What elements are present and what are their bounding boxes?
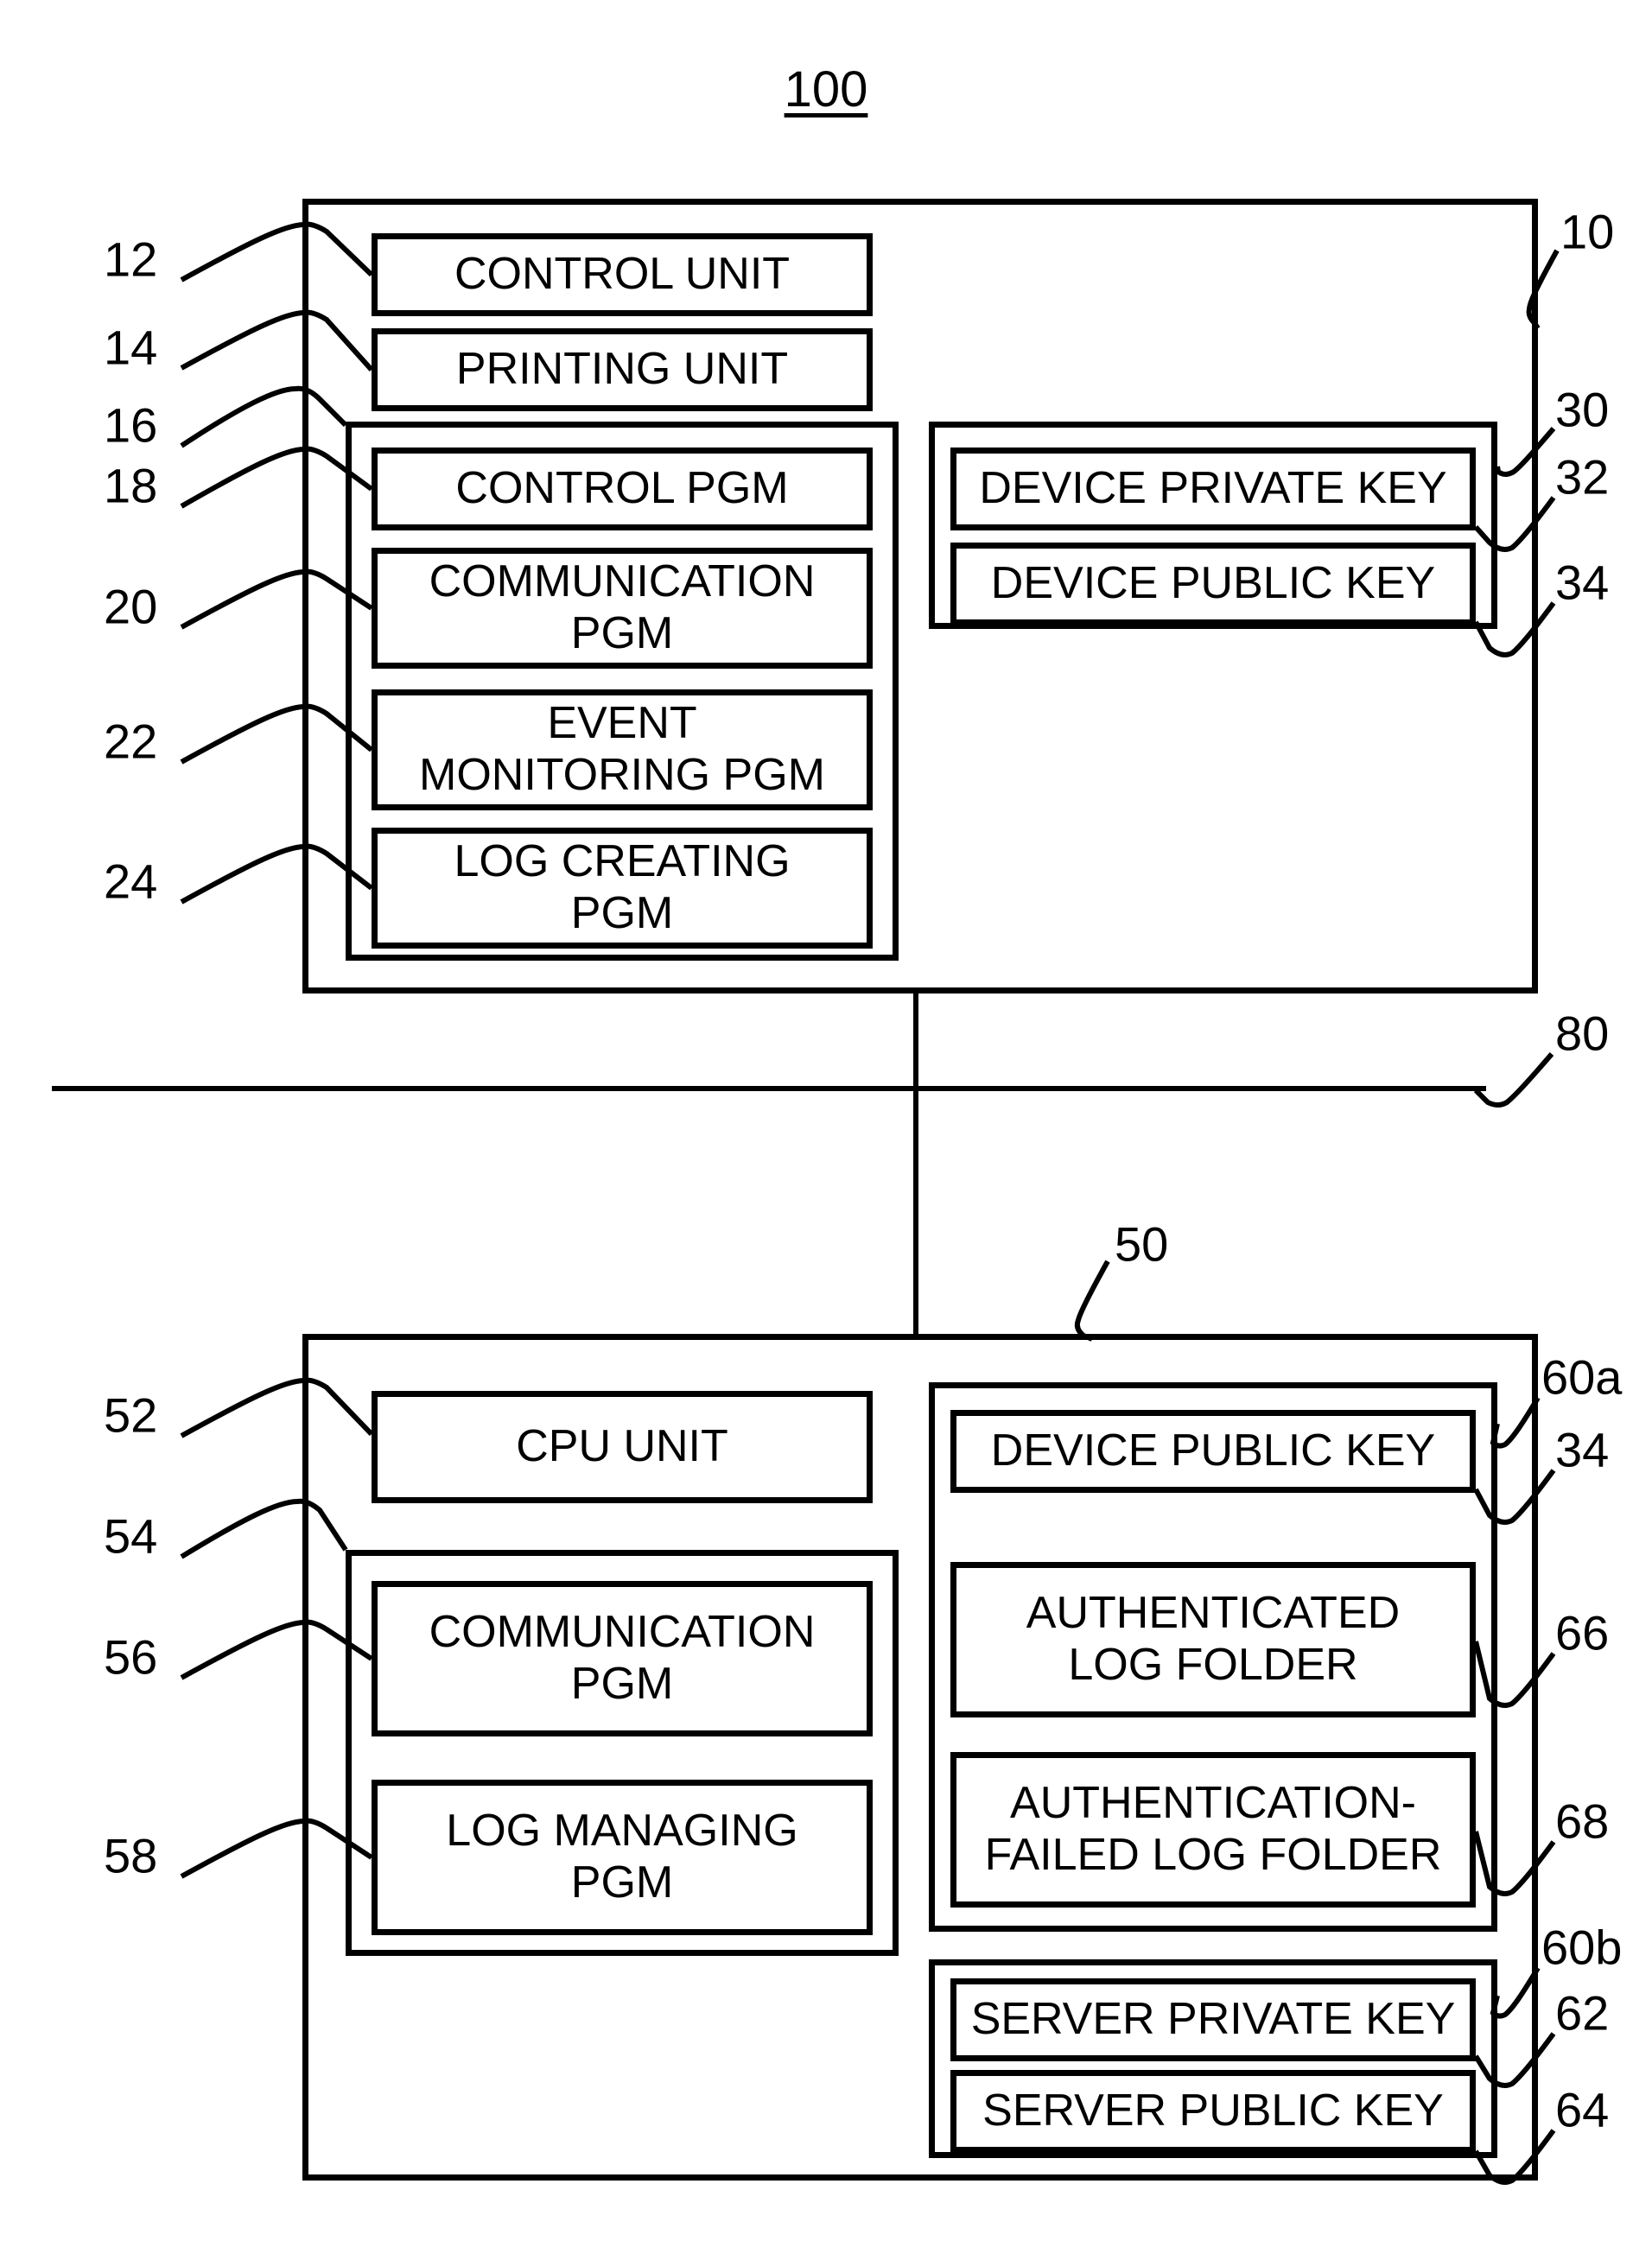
svg-text:14: 14 (104, 321, 157, 375)
box-authenticated-log-folder: AUTHENTICATEDLOG FOLDER (950, 1562, 1476, 1717)
box-control-unit: CONTROL UNIT (372, 233, 873, 316)
box-label: DEVICE PUBLIC KEY (991, 558, 1435, 610)
box-label: CPU UNIT (516, 1421, 728, 1473)
box-label: LOG MANAGINGPGM (446, 1806, 797, 1909)
box-communication-pgm-2: COMMUNICATIONPGM (372, 1581, 873, 1736)
box-label: AUTHENTICATION-FAILED LOG FOLDER (985, 1778, 1442, 1882)
svg-text:62: 62 (1555, 1986, 1609, 2041)
svg-text:34: 34 (1555, 1423, 1609, 1477)
svg-text:60a: 60a (1541, 1350, 1623, 1405)
diagram-stage: 100 CONTROL UNIT PRINTING UNIT CONTROL P… (0, 0, 1652, 2241)
box-server-private-key: SERVER PRIVATE KEY (950, 1978, 1476, 2061)
box-control-pgm: CONTROL PGM (372, 448, 873, 530)
svg-text:34: 34 (1555, 555, 1609, 610)
svg-text:80: 80 (1555, 1006, 1609, 1061)
svg-text:10: 10 (1560, 205, 1614, 259)
box-device-public-key: DEVICE PUBLIC KEY (950, 543, 1476, 625)
box-communication-pgm: COMMUNICATIONPGM (372, 548, 873, 669)
box-label: SERVER PUBLIC KEY (982, 2085, 1444, 2137)
box-device-private-key: DEVICE PRIVATE KEY (950, 448, 1476, 530)
box-printing-unit: PRINTING UNIT (372, 328, 873, 411)
box-log-managing-pgm: LOG MANAGINGPGM (372, 1780, 873, 1935)
svg-text:50: 50 (1115, 1217, 1168, 1272)
box-label: DEVICE PRIVATE KEY (979, 463, 1446, 515)
svg-text:60b: 60b (1541, 1920, 1622, 1975)
svg-text:22: 22 (104, 714, 157, 769)
box-log-creating-pgm: LOG CREATINGPGM (372, 828, 873, 949)
box-label: CONTROL UNIT (454, 249, 790, 301)
svg-text:18: 18 (104, 459, 157, 513)
box-label: DEVICE PUBLIC KEY (991, 1425, 1435, 1477)
svg-text:58: 58 (104, 1829, 157, 1883)
box-device-public-key-2: DEVICE PUBLIC KEY (950, 1410, 1476, 1493)
svg-text:66: 66 (1555, 1606, 1609, 1660)
box-label: CONTROL PGM (455, 463, 788, 515)
svg-text:30: 30 (1555, 383, 1609, 437)
box-label: COMMUNICATIONPGM (429, 556, 816, 660)
box-label: EVENTMONITORING PGM (419, 698, 825, 802)
box-server-public-key: SERVER PUBLIC KEY (950, 2070, 1476, 2153)
box-label: AUTHENTICATEDLOG FOLDER (1026, 1588, 1400, 1692)
svg-text:52: 52 (104, 1388, 157, 1443)
svg-text:56: 56 (104, 1630, 157, 1685)
box-authentication-failed-log-folder: AUTHENTICATION-FAILED LOG FOLDER (950, 1752, 1476, 1908)
svg-text:54: 54 (104, 1509, 157, 1564)
svg-text:68: 68 (1555, 1794, 1609, 1849)
svg-text:12: 12 (104, 232, 157, 287)
diagram-title: 100 (0, 60, 1652, 118)
svg-text:20: 20 (104, 580, 157, 634)
box-label: LOG CREATINGPGM (454, 836, 790, 940)
box-event-monitoring-pgm: EVENTMONITORING PGM (372, 689, 873, 810)
box-label: COMMUNICATIONPGM (429, 1607, 816, 1711)
box-label: SERVER PRIVATE KEY (971, 1994, 1456, 2046)
box-cpu-unit: CPU UNIT (372, 1391, 873, 1503)
svg-text:64: 64 (1555, 2083, 1609, 2137)
svg-text:24: 24 (104, 854, 157, 909)
svg-text:16: 16 (104, 398, 157, 453)
box-label: PRINTING UNIT (456, 344, 788, 396)
svg-text:32: 32 (1555, 450, 1609, 505)
